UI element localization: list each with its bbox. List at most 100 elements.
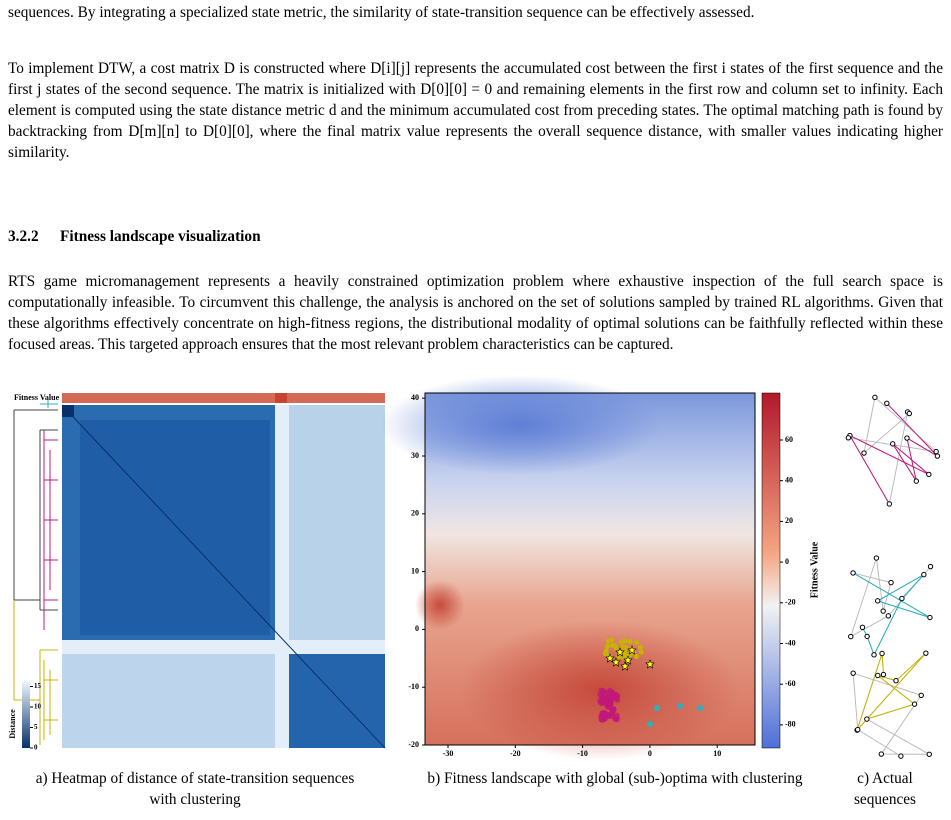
star [611,657,621,667]
x-tick-label: -30 [443,749,454,758]
path-gray [852,652,932,757]
dot [627,639,633,645]
node [875,672,881,679]
colorbar [22,682,30,748]
node [878,751,885,757]
dot [606,687,613,694]
node [926,471,932,478]
colorbar-tick-label: 60 [785,435,793,444]
y-tick-label: 20 [411,509,419,518]
node [934,453,941,459]
dot [607,701,614,708]
y-tick-label: -20 [408,740,419,749]
star [620,661,630,671]
dot [647,721,653,727]
dot [598,716,605,723]
x-tick-label: 0 [648,749,652,758]
y-tick-label: 30 [411,451,419,460]
caption: b) Fitness landscape with global (sub-)o… [427,770,803,787]
path [848,402,938,505]
star [623,655,633,665]
paragraph: sequences. By integrating a specialized … [8,4,755,21]
node [888,579,894,586]
star [645,659,655,669]
colorbar-label: Fitness Value [809,541,820,598]
node [890,441,896,447]
colorbar-tick-label: -40 [785,638,796,647]
y-tick-label: 40 [411,393,419,402]
y-tick-label: 10 [411,566,419,575]
colorbar-tick-label: 5 [34,723,38,731]
dot [613,712,620,719]
node [873,555,880,561]
node [855,726,861,733]
dot [605,638,611,644]
dot [623,645,629,651]
path [856,652,927,731]
y-tick-label: -10 [408,682,419,691]
dot [638,649,644,655]
dot [597,697,604,704]
node [848,633,854,640]
dot [654,705,660,711]
paragraph: To implement DTW, a cost matrix D is con… [8,60,943,161]
colorbar-tick-label: 10 [34,703,42,711]
node [880,671,887,678]
node [864,633,870,640]
node [861,450,867,456]
node [850,670,856,676]
node [879,650,885,657]
caption: a) Heatmap of distance of state-transiti… [35,770,355,808]
dot [598,687,605,694]
sequences [845,394,941,759]
node [913,478,920,484]
node [850,570,856,576]
colorbar-tick-label: -60 [785,679,796,688]
section-title: Fitness landscape visualization [60,228,261,245]
dot [637,644,643,650]
dot [616,654,622,660]
node [927,614,933,621]
node [911,701,918,707]
colorbar-tick-label: 40 [785,476,793,485]
fitness-label: Fitness Value [14,393,60,402]
dendrogram [13,400,58,745]
node [864,716,870,722]
dot [606,711,613,718]
node [926,751,932,757]
node [874,598,881,604]
node [884,400,890,406]
node [885,613,892,619]
node [933,448,939,455]
node [918,692,924,699]
colorbar-tick-label: 20 [785,516,793,525]
path-gray [848,396,938,506]
dot [605,643,611,649]
x-tick-label: -20 [510,749,521,758]
dot [601,711,608,718]
path [852,572,931,657]
scatter [597,637,703,727]
colorbar-tick-label: 0 [34,744,38,752]
dot [618,639,624,645]
dot [633,653,639,659]
node [906,410,913,417]
y-tick-label: 0 [415,624,419,633]
dot [609,642,615,648]
section-number: 3.2.2 [8,228,39,245]
node [927,563,934,570]
colorbar-tick-label: 15 [34,682,42,690]
dot [603,648,609,654]
node [893,677,899,684]
node [904,435,910,441]
star [615,647,625,657]
paragraph: RTS game micromanagement represents a he… [8,273,943,353]
dot [677,703,683,709]
colorbar [761,392,781,749]
x-tick-label: -10 [577,749,588,758]
dot [634,639,640,645]
path-gray [849,557,931,657]
dot [697,705,703,711]
node [872,394,878,401]
x-tick-label: 10 [713,749,721,758]
